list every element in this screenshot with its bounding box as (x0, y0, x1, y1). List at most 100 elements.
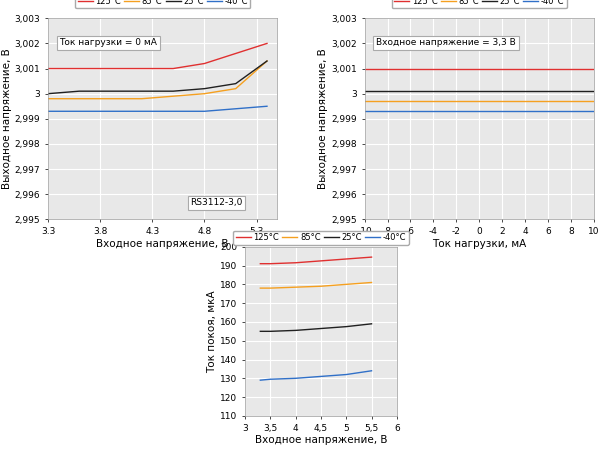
Y-axis label: Выходное напряжение, В: Выходное напряжение, В (2, 48, 12, 189)
85°C (257, 285, 264, 291)
Text: RS3112-3,0: RS3112-3,0 (190, 198, 242, 207)
-40°C (545, 109, 552, 114)
125°C (232, 51, 239, 56)
85°C (138, 96, 145, 101)
25°C (170, 88, 177, 94)
X-axis label: Входное напряжение, В: Входное напряжение, В (97, 239, 229, 249)
85°C (267, 285, 274, 291)
Line: 125°C: 125°C (260, 257, 371, 264)
Line: -40°C: -40°C (48, 106, 267, 112)
Line: 85°C: 85°C (260, 282, 371, 288)
125°C (476, 66, 483, 71)
25°C (232, 81, 239, 86)
85°C (430, 99, 437, 104)
25°C (545, 88, 552, 94)
-40°C (361, 109, 368, 114)
85°C (407, 99, 414, 104)
-40°C (232, 106, 239, 112)
125°C (384, 66, 391, 71)
125°C (545, 66, 552, 71)
25°C (76, 88, 83, 94)
-40°C (430, 109, 437, 114)
125°C (257, 261, 264, 266)
125°C (76, 66, 83, 71)
125°C (317, 258, 325, 264)
-40°C (44, 109, 52, 114)
25°C (499, 88, 506, 94)
85°C (292, 284, 299, 290)
Y-axis label: Ток покоя, мкА: Ток покоя, мкА (208, 290, 218, 372)
85°C (453, 99, 460, 104)
Line: -40°C: -40°C (260, 371, 371, 380)
125°C (368, 255, 375, 260)
-40°C (407, 109, 414, 114)
125°C (138, 66, 145, 71)
-40°C (263, 104, 271, 109)
125°C (499, 66, 506, 71)
Legend: 125°C, 85°C, 25°C, -40°C: 125°C, 85°C, 25°C, -40°C (75, 0, 250, 8)
125°C (590, 66, 598, 71)
-40°C (568, 109, 575, 114)
85°C (499, 99, 506, 104)
25°C (476, 88, 483, 94)
125°C (267, 261, 274, 266)
Line: 25°C: 25°C (48, 61, 267, 94)
-40°C (76, 109, 83, 114)
25°C (430, 88, 437, 94)
-40°C (368, 368, 375, 373)
X-axis label: Ток нагрузки, мА: Ток нагрузки, мА (432, 239, 526, 249)
125°C (263, 41, 271, 46)
-40°C (499, 109, 506, 114)
25°C (267, 329, 274, 334)
-40°C (521, 109, 529, 114)
85°C (232, 86, 239, 91)
85°C (384, 99, 391, 104)
25°C (407, 88, 414, 94)
-40°C (107, 109, 114, 114)
X-axis label: Входное напряжение, В: Входное напряжение, В (255, 435, 387, 445)
85°C (361, 99, 368, 104)
25°C (453, 88, 460, 94)
25°C (44, 91, 52, 96)
-40°C (343, 372, 350, 377)
Text: Ток нагрузки = 0 мА: Ток нагрузки = 0 мА (59, 38, 157, 48)
Legend: 125°C, 85°C, 25°C, -40°C: 125°C, 85°C, 25°C, -40°C (233, 231, 409, 244)
85°C (476, 99, 483, 104)
125°C (170, 66, 177, 71)
25°C (201, 86, 208, 91)
-40°C (453, 109, 460, 114)
-40°C (201, 109, 208, 114)
-40°C (317, 374, 325, 379)
-40°C (267, 377, 274, 382)
25°C (343, 324, 350, 329)
85°C (590, 99, 598, 104)
85°C (107, 96, 114, 101)
125°C (407, 66, 414, 71)
125°C (201, 61, 208, 66)
85°C (44, 96, 52, 101)
Legend: 125°C, 85°C, 25°C, -40°C: 125°C, 85°C, 25°C, -40°C (392, 0, 567, 8)
125°C (361, 66, 368, 71)
25°C (138, 88, 145, 94)
25°C (590, 88, 598, 94)
85°C (343, 282, 350, 287)
125°C (107, 66, 114, 71)
125°C (44, 66, 52, 71)
85°C (201, 91, 208, 96)
25°C (292, 328, 299, 333)
25°C (257, 329, 264, 334)
85°C (76, 96, 83, 101)
Line: 85°C: 85°C (48, 61, 267, 99)
-40°C (257, 377, 264, 383)
125°C (343, 256, 350, 262)
25°C (107, 88, 114, 94)
-40°C (138, 109, 145, 114)
25°C (317, 326, 325, 331)
Text: Входное напряжение = 3,3 В: Входное напряжение = 3,3 В (376, 38, 516, 48)
-40°C (590, 109, 598, 114)
125°C (292, 260, 299, 266)
125°C (453, 66, 460, 71)
85°C (170, 93, 177, 99)
85°C (263, 58, 271, 64)
Y-axis label: Выходное напряжение, В: Выходное напряжение, В (319, 48, 328, 189)
